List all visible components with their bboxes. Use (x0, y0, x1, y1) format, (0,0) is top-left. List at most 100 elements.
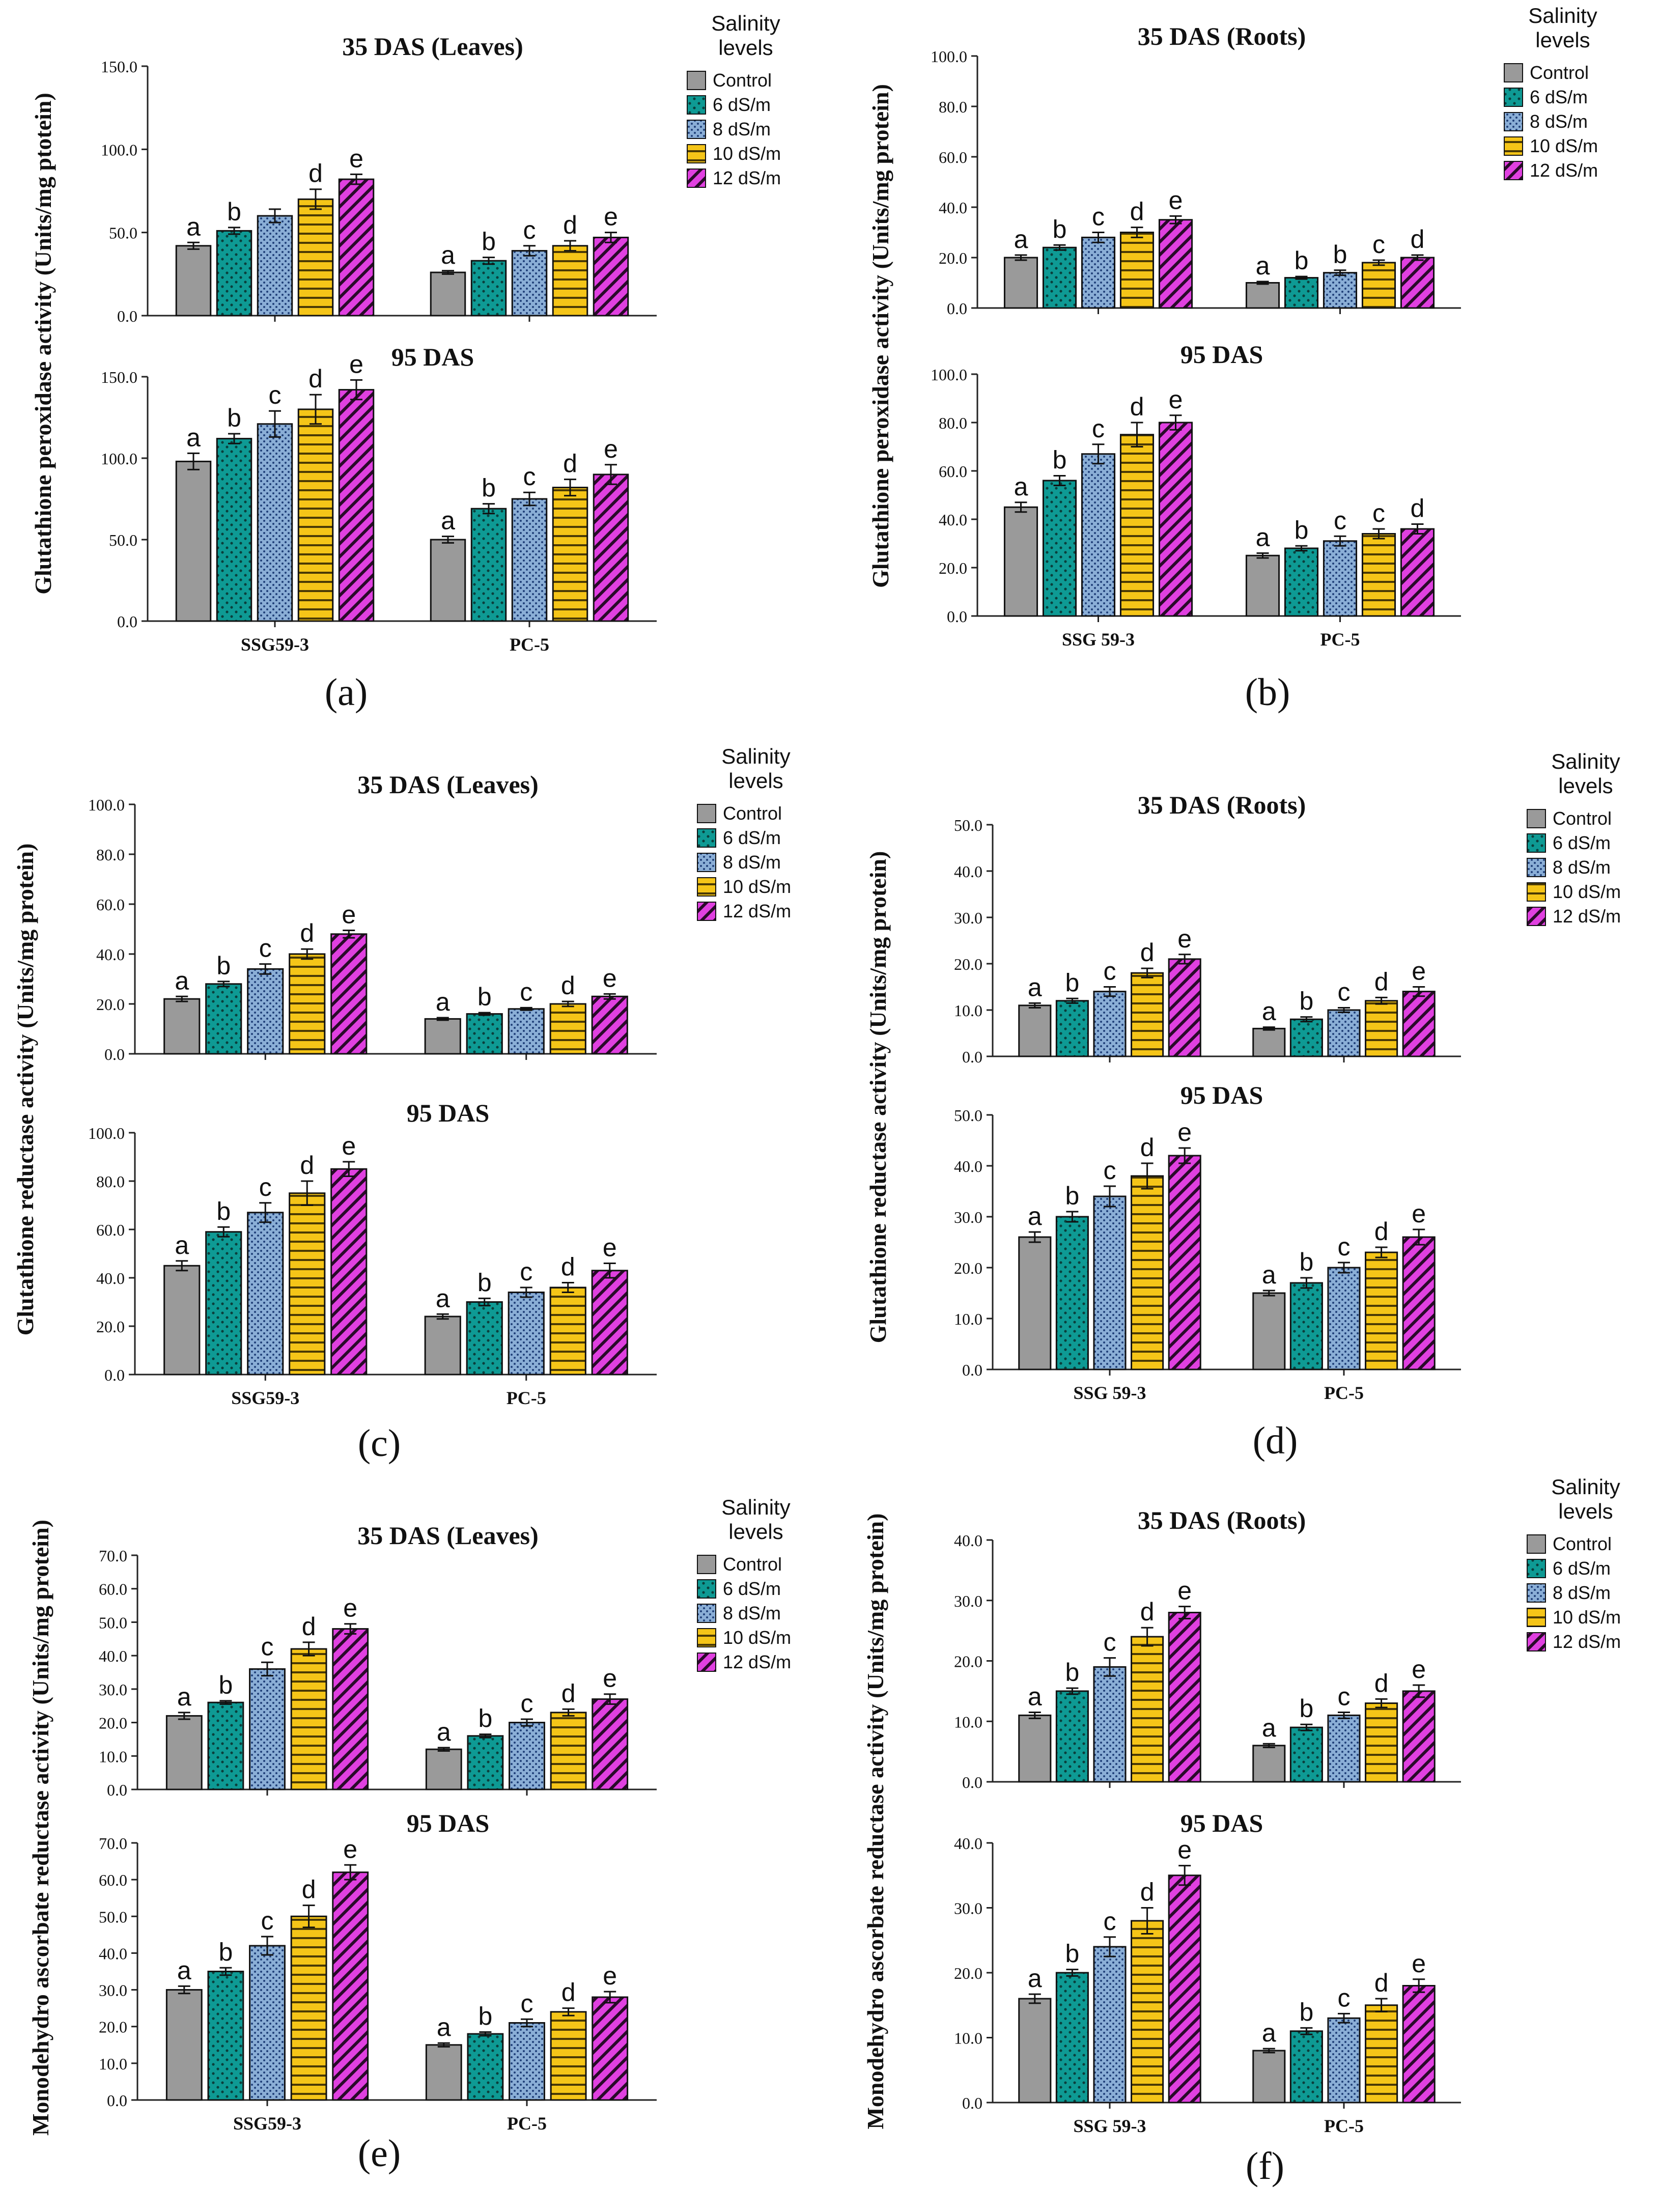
bar-6-ds-m (216, 438, 252, 622)
bar-10-ds-m (1365, 1251, 1398, 1370)
significance-letter: d (1374, 1217, 1389, 1246)
y-tick-label: 40.0 (954, 1531, 982, 1550)
bar-control (1018, 1004, 1052, 1057)
y-tick-label: 100.0 (101, 450, 137, 468)
panel-e: Monodehydro ascorbate reductase activity… (27, 1495, 791, 2175)
significance-letter: c (261, 1632, 274, 1661)
legend-swatch (1504, 88, 1523, 107)
panel-caption: (e) (358, 2132, 401, 2175)
legend-swatch (687, 71, 706, 90)
significance-letter: c (259, 1173, 272, 1201)
subplot-95das: 95 DAS 0.0 10.0 20.0 30.0 40.0 50.0 60.0 70.0 SSG… (99, 1809, 657, 2134)
bar-6-ds-m (1289, 1018, 1323, 1057)
bar-12-ds-m (1158, 422, 1193, 617)
bar-control (165, 1989, 203, 2101)
legend-label: 10 dS/m (1553, 881, 1621, 902)
significance-letter: b (227, 198, 241, 226)
significance-letter: e (1412, 1949, 1426, 1978)
bar-12-ds-m (1168, 958, 1201, 1057)
y-tick-label: 0.0 (947, 299, 967, 318)
significance-letter: a (436, 1284, 450, 1312)
subplot-title: 35 DAS (Leaves) (357, 1521, 539, 1550)
significance-letter: b (1333, 240, 1347, 269)
bar-control (430, 539, 466, 622)
significance-letter: d (1374, 1969, 1389, 1997)
significance-letter: a (1028, 1202, 1042, 1230)
y-axis-label: Glutathione reductase activity (Units/mg… (865, 851, 891, 1343)
significance-letter: a (1014, 225, 1028, 254)
bar-8-ds-m (1327, 1267, 1361, 1370)
legend-label: 6 dS/m (1553, 832, 1611, 853)
legend-swatch (1527, 1608, 1546, 1627)
significance-letter: c (1338, 977, 1351, 1006)
bar-8-ds-m (247, 1212, 284, 1376)
bar-6-ds-m (470, 260, 507, 317)
legend-swatch (1527, 833, 1546, 853)
significance-letter: a (1262, 2019, 1276, 2047)
legend-label: 12 dS/m (1530, 160, 1598, 181)
bar-control (163, 998, 201, 1055)
legend-label: Control (1553, 808, 1612, 829)
bar-control (424, 1018, 461, 1055)
y-tick-label: 0.0 (107, 1781, 127, 1799)
panel-caption: (d) (1253, 1419, 1298, 1462)
legend-title: Salinity (711, 11, 780, 35)
bar-8-ds-m (247, 968, 284, 1055)
bar-10-ds-m (1131, 1920, 1164, 2104)
bar-10-ds-m (1361, 533, 1396, 617)
significance-letter: d (1140, 1598, 1155, 1626)
bar-6-ds-m (1289, 1282, 1323, 1370)
y-tick-label: 30.0 (954, 909, 982, 927)
bar-8-ds-m (1323, 272, 1358, 309)
bar-6-ds-m (216, 230, 252, 317)
significance-letter: b (1065, 1182, 1079, 1210)
bar-10-ds-m (552, 487, 588, 622)
bar-12-ds-m (1168, 1155, 1201, 1370)
significance-letter: c (1338, 1983, 1351, 2012)
bar-12-ds-m (593, 236, 629, 317)
y-tick-label: 20.0 (954, 1259, 982, 1277)
legend-title: levels (728, 1520, 783, 1544)
significance-letter: c (1338, 1233, 1351, 1261)
significance-letter: c (523, 216, 536, 244)
y-tick-label: 40.0 (939, 199, 967, 217)
significance-letter: b (227, 404, 241, 432)
bar-control (1245, 282, 1280, 309)
significance-letter: e (1177, 1118, 1192, 1146)
y-tick-label: 40.0 (954, 1157, 982, 1175)
legend-label: 6 dS/m (723, 827, 781, 848)
legend-label: 6 dS/m (713, 94, 771, 115)
significance-letter: e (1412, 957, 1426, 986)
y-tick-label: 20.0 (99, 1714, 127, 1732)
y-tick-label: 0.0 (104, 1045, 125, 1063)
legend-swatch (1527, 858, 1546, 877)
legend-label: 10 dS/m (1530, 135, 1598, 156)
bar-6-ds-m (1055, 1216, 1089, 1370)
legend-label: 12 dS/m (1553, 1631, 1621, 1652)
y-tick-label: 40.0 (954, 1834, 982, 1853)
y-tick-label: 0.0 (962, 1048, 982, 1066)
bar-control (1252, 1027, 1286, 1057)
y-tick-label: 100.0 (88, 796, 125, 814)
chart-root: Glutathione peroxidase activity (Units/m… (12, 4, 1621, 2188)
significance-letter: e (1169, 186, 1183, 214)
y-tick-label: 0.0 (947, 607, 967, 626)
y-tick-label: 80.0 (96, 846, 125, 864)
bar-10-ds-m (1119, 232, 1155, 309)
bar-12-ds-m (1158, 219, 1193, 309)
significance-letter: c (1104, 1156, 1116, 1185)
legend-swatch (1527, 1632, 1546, 1651)
bar-8-ds-m (257, 215, 293, 317)
x-tick-label: PC-5 (1320, 629, 1360, 650)
subplot-title: 95 DAS (1180, 1081, 1263, 1109)
bar-12-ds-m (1400, 528, 1435, 617)
y-axis-label: Glutathione reductase activity (Units/mg… (12, 844, 38, 1336)
significance-letter: b (478, 1704, 492, 1733)
y-tick-label: 0.0 (104, 1366, 125, 1384)
significance-letter: a (441, 507, 455, 535)
legend-swatch (1504, 63, 1523, 82)
significance-letter: e (342, 900, 356, 929)
bar-control (1003, 506, 1038, 617)
significance-letter: c (1092, 414, 1105, 443)
y-tick-label: 0.0 (962, 1361, 982, 1379)
